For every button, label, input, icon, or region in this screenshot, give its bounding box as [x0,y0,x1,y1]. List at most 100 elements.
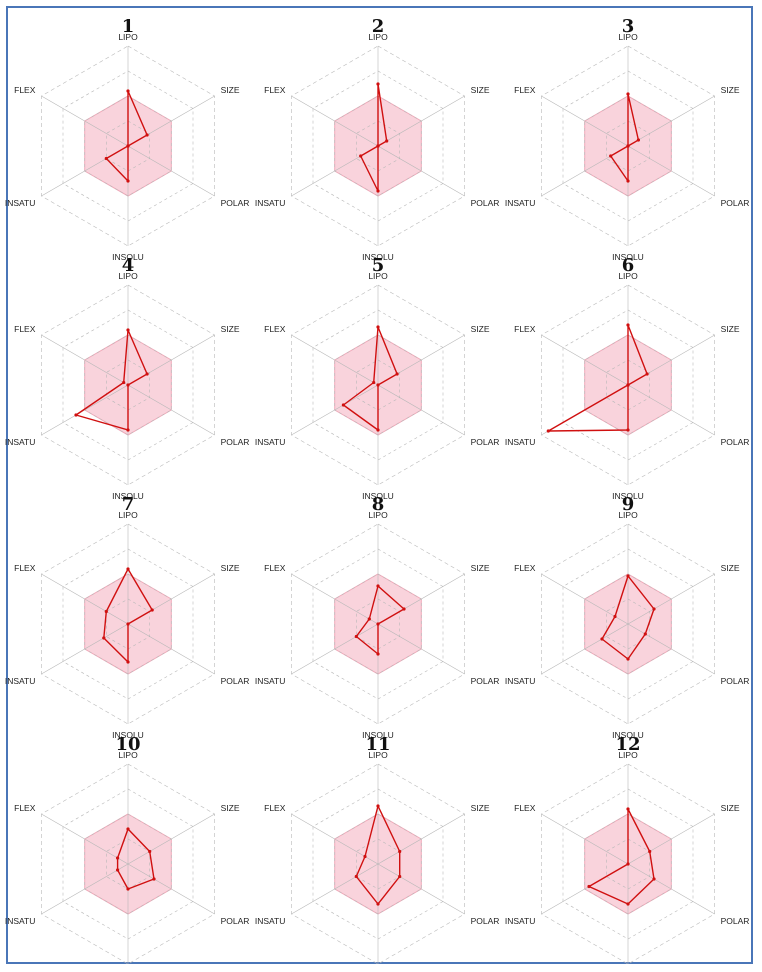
axis-spoke [291,384,379,436]
axis-label-size: SIZE [471,803,490,813]
axis-label-insolu: INSOLU [612,491,644,501]
data-point-insatu [600,637,604,641]
axis-label-flex: FLEX [14,803,36,813]
axis-spoke [291,334,379,386]
axis-label-insolu: INSOLU [362,252,394,262]
axis-spoke [541,95,629,147]
radar-panel-7: 7 LIPO SIZE POLAR INSOLU INSATU FLEX [3,486,253,740]
axis-spoke [291,863,379,915]
axis-label-polar: POLAR [221,916,250,926]
axis-spoke [541,813,629,865]
axis-spoke [41,863,129,915]
axis-spoke [541,623,629,675]
axis-spoke [627,863,715,915]
data-point-size [145,372,149,376]
axis-label-insatu: INSATU [505,916,536,926]
axis-label-flex: FLEX [264,563,286,573]
axis-label-lipo: LIPO [118,32,138,42]
axis-spoke [41,813,129,865]
data-point-size [652,607,656,611]
axis-label-size: SIZE [221,563,240,573]
axis-label-flex: FLEX [264,803,286,813]
axis-label-flex: FLEX [264,324,286,334]
axis-label-flex: FLEX [264,85,286,95]
data-point-insatu [102,636,106,640]
axis-label-insolu: INSOLU [112,491,144,501]
panel-number: 3 [621,16,635,37]
data-point-flex [626,144,630,148]
data-point-flex [376,144,380,148]
axis-label-lipo: LIPO [118,510,138,520]
axis-label-lipo: LIPO [368,510,388,520]
axis-spoke [377,95,465,147]
data-point-size [648,849,652,854]
panel-number: 2 [371,16,385,37]
radar-panel-2: 2 LIPO SIZE POLAR INSOLU INSATU FLEX [253,8,503,262]
axis-label-flex: FLEX [514,85,536,95]
data-point-insatu [354,634,358,639]
axis-label-flex: FLEX [14,563,36,573]
axis-label-flex: FLEX [14,85,36,95]
axis-label-size: SIZE [721,803,740,813]
data-point-lipo [376,584,380,588]
data-point-polar [376,622,380,626]
radar-chart: LIPO SIZE POLAR INSOLU INSATU FLEX [505,32,750,262]
axis-label-flex: FLEX [514,324,536,334]
axis-spoke [627,573,715,625]
data-point-insolu [626,179,630,183]
data-point-polar [643,632,647,636]
axis-label-polar: POLAR [471,916,500,926]
axis-label-insatu: INSATU [255,676,286,686]
axis-label-polar: POLAR [221,676,250,686]
radar-chart: LIPO SIZE POLAR INSOLU INSATU FLEX [255,271,500,501]
data-point-insolu [626,428,630,432]
radar-panel-4: 4 LIPO SIZE POLAR INSOLU INSATU FLEX [3,247,253,501]
radar-panel-3: 3 LIPO SIZE POLAR INSOLU INSATU FLEX [503,8,753,262]
axis-label-insolu: INSOLU [112,970,144,972]
data-point-insolu [376,189,380,193]
axis-label-lipo: LIPO [618,271,638,281]
axis-spoke [127,863,215,915]
data-point-flex [122,380,126,385]
axis-label-size: SIZE [471,324,490,334]
radar-panel-1: 1 LIPO SIZE POLAR INSOLU INSATU FLEX [3,8,253,262]
axis-spoke [541,573,629,625]
axis-label-insolu: INSOLU [362,491,394,501]
axis-spoke [377,813,465,865]
axis-spoke [127,384,215,436]
axis-spoke [41,334,129,386]
axis-spoke [627,145,715,197]
axis-label-polar: POLAR [221,198,250,208]
data-point-insatu [104,156,108,161]
axis-label-size: SIZE [221,803,240,813]
axis-label-size: SIZE [471,85,490,95]
data-point-insatu [609,154,613,158]
axis-spoke [377,623,465,675]
radar-chart: LIPO SIZE POLAR INSOLU INSATU FLEX [5,32,250,262]
panel-number: 4 [121,255,135,276]
data-point-polar [126,622,130,626]
axis-label-insatu: INSATU [505,198,536,208]
panel-number: 7 [121,494,135,515]
axis-label-lipo: LIPO [368,271,388,281]
axis-label-size: SIZE [221,85,240,95]
axis-label-lipo: LIPO [118,271,138,281]
axis-label-insatu: INSATU [5,676,36,686]
axis-label-insolu: INSOLU [612,252,644,262]
axis-spoke [41,95,129,147]
data-point-insolu [626,902,630,906]
radar-chart: LIPO SIZE POLAR INSOLU INSATU FLEX [505,750,750,972]
axis-spoke [127,813,215,865]
data-point-insatu [116,868,120,872]
axis-label-polar: POLAR [721,916,750,926]
axis-label-insolu: INSOLU [612,970,644,972]
axis-label-lipo: LIPO [618,32,638,42]
data-point-flex [367,617,371,621]
data-point-lipo [376,325,380,329]
axis-spoke [377,384,465,436]
axis-label-lipo: LIPO [618,510,638,520]
data-point-insolu [376,428,380,432]
axis-label-lipo: LIPO [368,750,388,760]
